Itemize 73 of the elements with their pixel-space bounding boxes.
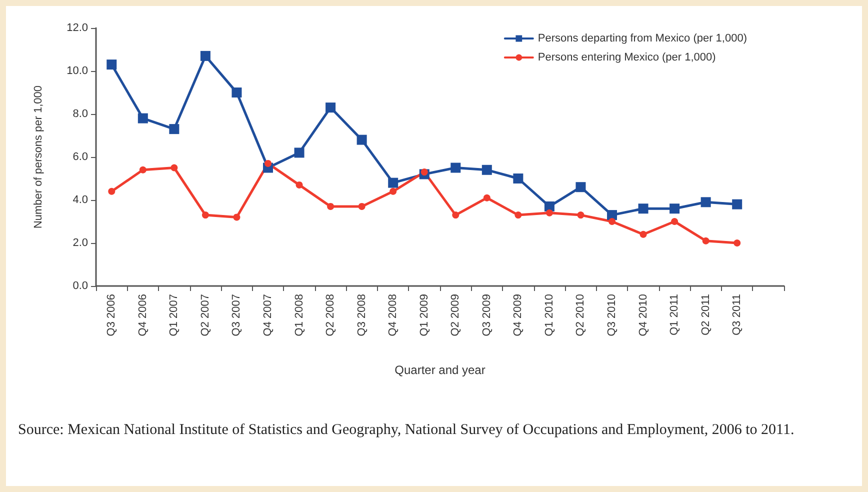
- point: [608, 218, 616, 225]
- point: [514, 212, 522, 219]
- x-tick-label: Q4 2007: [262, 294, 274, 336]
- y-tick-label: 0.0: [72, 280, 88, 292]
- point: [294, 148, 304, 158]
- point: [700, 197, 711, 208]
- y-tick-label: 8.0: [72, 108, 88, 120]
- point: [577, 212, 584, 219]
- x-tick-label: Q2 2007: [199, 294, 212, 336]
- x-tick-label: Q2 2010: [574, 294, 587, 336]
- x-tick-label: Q4 2009: [512, 294, 524, 336]
- point: [326, 102, 336, 113]
- x-tick-label: Q2 2008: [324, 294, 337, 336]
- point: [390, 188, 397, 195]
- point: [671, 218, 678, 225]
- x-tick-label: Q3 2007: [230, 294, 243, 336]
- point: [732, 199, 742, 210]
- x-axis-title: Quarter and year: [394, 363, 486, 377]
- x-tick-label: Q3 2010: [606, 294, 618, 336]
- x-tick-label: Q2 2011: [700, 294, 712, 336]
- x-tick-label: Q2 2009: [450, 294, 462, 336]
- point: [264, 160, 272, 167]
- x-tick-label: Q3 2011: [731, 294, 744, 336]
- point: [640, 230, 647, 238]
- point: [546, 209, 553, 216]
- point: [482, 164, 492, 175]
- point: [670, 204, 680, 214]
- point: [450, 162, 461, 173]
- point: [169, 124, 180, 134]
- point: [702, 237, 710, 244]
- x-tick-label: Q1 2010: [543, 294, 556, 336]
- point: [106, 60, 117, 70]
- point: [233, 214, 240, 221]
- x-tick-label: Q1 2008: [293, 294, 306, 336]
- point: [202, 212, 209, 219]
- y-tick-label: 4.0: [72, 194, 88, 206]
- source-note: Source: Mexican National Institute of Statistics and Geography, National Survey of Occupations and Employment, 2006 to 2011.: [18, 422, 794, 438]
- legend-label: Persons departing from Mexico (per 1,000): [538, 32, 748, 44]
- point: [200, 50, 210, 61]
- y-axis-title: Number of persons per 1,000: [32, 85, 44, 229]
- point: [358, 202, 366, 210]
- x-tick-label: Q3 2009: [480, 294, 493, 336]
- point: [607, 210, 617, 220]
- point: [388, 178, 398, 188]
- point: [452, 212, 460, 219]
- point: [420, 168, 428, 176]
- point: [232, 88, 242, 98]
- y-tick-label: 2.0: [72, 237, 88, 249]
- x-tick-label: Q1 2009: [418, 294, 430, 336]
- point: [296, 181, 303, 188]
- x-tick-label: Q3 2006: [106, 294, 118, 336]
- point: [483, 194, 490, 202]
- point: [170, 164, 178, 172]
- point: [327, 202, 334, 210]
- point: [108, 188, 116, 195]
- point: [356, 134, 367, 145]
- x-tick-label: Q4 2006: [136, 294, 149, 336]
- point: [638, 204, 648, 214]
- x-tick-label: Q4 2010: [637, 294, 650, 336]
- x-tick-label: Q1 2007: [168, 294, 180, 336]
- point: [138, 113, 148, 124]
- x-tick-label: Q1 2011: [668, 294, 681, 336]
- x-tick-label: Q3 2008: [356, 294, 368, 336]
- y-tick-label: 10.0: [66, 65, 88, 77]
- point: [576, 182, 586, 192]
- point: [544, 201, 554, 212]
- y-tick-label: 12.0: [66, 22, 88, 34]
- legend-label: Persons entering Mexico (per 1,000): [538, 52, 716, 64]
- point: [734, 240, 741, 246]
- x-tick-label: Q4 2008: [387, 294, 400, 336]
- y-tick-label: 6.0: [72, 151, 88, 163]
- point: [139, 166, 146, 174]
- point: [513, 174, 524, 184]
